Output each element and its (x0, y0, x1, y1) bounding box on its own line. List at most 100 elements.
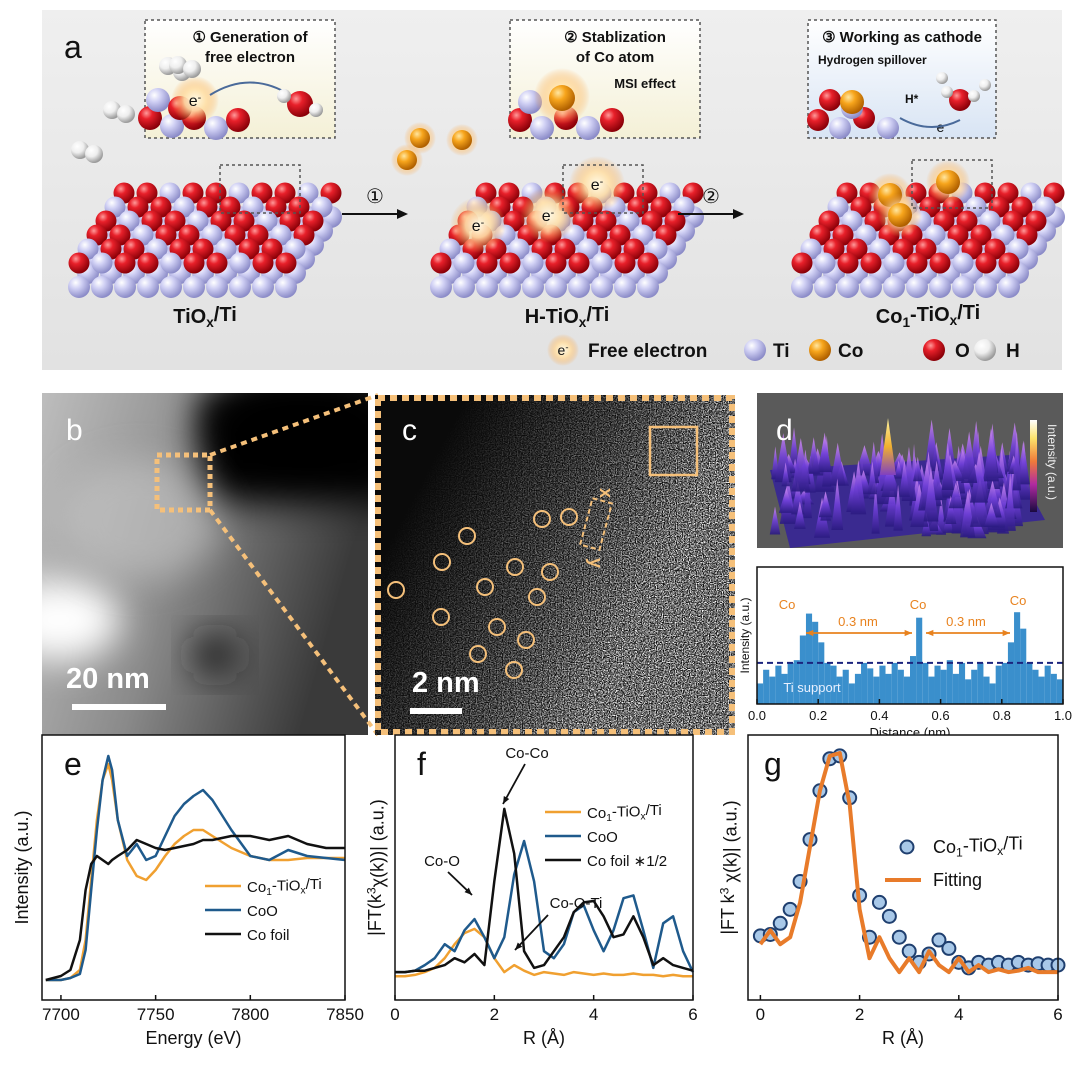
surface-spike (893, 484, 903, 531)
atom (68, 276, 90, 298)
atom (103, 101, 121, 119)
atom-marker (387, 581, 405, 599)
histogram-bar (1056, 679, 1063, 704)
atom (791, 252, 813, 274)
electron-label-part: - (565, 343, 568, 354)
annotation-arrow (502, 763, 526, 805)
atom (545, 276, 567, 298)
atom-marker (528, 588, 546, 606)
histogram-bar (824, 662, 831, 704)
atom (453, 276, 475, 298)
surface-spike (948, 482, 964, 509)
atom (160, 114, 184, 138)
atom (591, 252, 613, 274)
surface-spike (774, 433, 792, 483)
x-tick-label: 4 (954, 1005, 963, 1024)
atom (309, 103, 323, 117)
inset-title: ③ Working as cathode (822, 29, 982, 46)
histogram-bar (952, 673, 959, 704)
legend-label-part: x (300, 886, 305, 897)
zoom-line (208, 508, 380, 737)
histogram-bar (818, 642, 825, 704)
atom (614, 252, 636, 274)
atom (275, 252, 297, 274)
annotation-arrow (514, 914, 549, 951)
bright-region (60, 460, 220, 580)
histogram-bar (928, 676, 935, 704)
inset-title: free electron (205, 49, 295, 66)
surface-spike (791, 438, 811, 492)
atom (91, 276, 113, 298)
atom (906, 252, 928, 274)
y-axis-label: Intensity (a.u.) (12, 810, 32, 924)
atom-marker (458, 527, 476, 545)
atom (929, 252, 951, 274)
atom (499, 276, 521, 298)
x-tick-label: 4 (589, 1005, 598, 1024)
x-tick-label: 0 (390, 1005, 399, 1024)
axes-frame (756, 566, 1064, 705)
atom (998, 252, 1020, 274)
stage-label-part: x (579, 315, 587, 330)
legend-label: O (955, 341, 970, 362)
inset-note: MSI effect (614, 76, 676, 91)
surface-spike (791, 481, 805, 515)
surface-spike (817, 435, 832, 473)
arrow-head (397, 209, 408, 219)
stage-label-part: H-TiO (525, 306, 579, 328)
arrow-head (515, 942, 523, 950)
x-tick-label: 2 (855, 1005, 864, 1024)
surface-spike (867, 461, 878, 495)
focus-box (911, 159, 993, 209)
chart: 0 2 4 6 R (Å) |FT k3 χ(k)| (a.u.) g Co1-TiOx/Ti… (717, 734, 1066, 1048)
histogram-bar (763, 669, 770, 704)
x-axis-label: Energy (eV) (145, 1028, 241, 1048)
panel-label: b (66, 414, 83, 447)
atom (591, 276, 613, 298)
atom (160, 252, 182, 274)
atom (600, 108, 624, 132)
atom (949, 89, 971, 111)
atom-marker (433, 553, 451, 571)
histogram-bar (812, 621, 819, 704)
atom (840, 90, 864, 114)
atom (114, 252, 136, 274)
plot-area (748, 735, 1058, 1000)
surface-spike (871, 482, 880, 534)
y-axis-label-part: 3 (717, 887, 731, 894)
legend-label-part: Co (247, 879, 266, 896)
stage-label-part: Co (876, 306, 903, 328)
panel-label: e (64, 746, 82, 782)
process-step: ② (702, 186, 720, 208)
data-line (395, 807, 694, 974)
zoom-line (209, 393, 379, 457)
legend-label: Co foil (247, 927, 290, 944)
histogram-bar (916, 617, 923, 704)
electron-label-part: e (542, 208, 551, 225)
histogram-bar (897, 669, 904, 704)
electron-label: e- (542, 207, 555, 225)
arrow-head (1002, 629, 1010, 637)
surface-spike (818, 491, 833, 518)
histogram-bar (910, 656, 917, 704)
atom (791, 276, 813, 298)
data-point (931, 932, 947, 948)
annotation: Co (1010, 593, 1027, 608)
atom (183, 276, 205, 298)
arrow-head (464, 887, 472, 895)
legend-label: Co foil ∗1/2 (587, 853, 667, 870)
atom (888, 203, 912, 227)
atom (576, 116, 600, 140)
atom (952, 276, 974, 298)
surface-spike (881, 457, 899, 498)
arrow (899, 117, 961, 129)
data-point (941, 940, 957, 956)
atom (91, 252, 113, 274)
legend-label: Co (838, 341, 863, 362)
data-line (45, 834, 345, 982)
atom (814, 252, 836, 274)
electron-label: e- (591, 176, 604, 194)
electron-label-part: e (472, 218, 481, 235)
surface-spike (898, 459, 910, 497)
